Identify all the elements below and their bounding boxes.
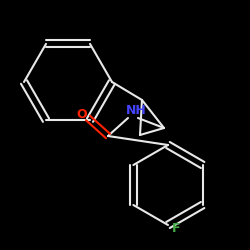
Text: F: F — [172, 222, 180, 235]
Text: O: O — [77, 108, 87, 120]
Text: NH: NH — [126, 104, 146, 117]
